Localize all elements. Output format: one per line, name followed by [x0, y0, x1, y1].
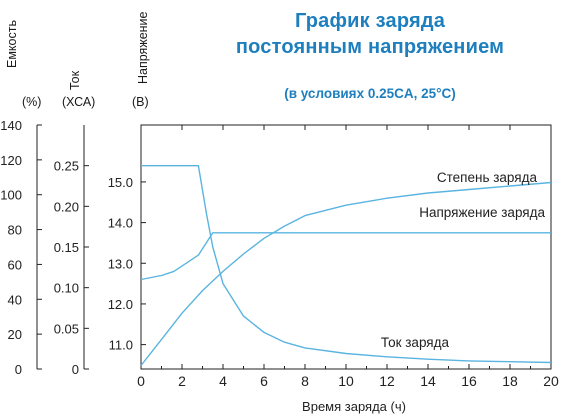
y-tick-label: 0.10	[54, 281, 79, 296]
y-tick-label: 120	[0, 153, 22, 168]
y-tick-label: 14.0	[108, 216, 133, 231]
y-tick-label: 20	[8, 327, 22, 342]
chart-subtitle: (в условиях 0.25CA, 25°C)	[284, 86, 456, 101]
x-tick-label: 6	[260, 373, 268, 389]
x-tick-label: 16	[461, 373, 477, 389]
y-tick-label: 13.0	[108, 256, 133, 271]
x-tick-label: 20	[543, 373, 559, 389]
y-tick-label: 140	[0, 118, 22, 133]
x-tick-label: 0	[137, 373, 145, 389]
y-tick-label: 0.05	[54, 321, 79, 336]
chart-title-line-1: График заряда	[294, 10, 446, 32]
chart-title-line-2: постоянным напряжением	[235, 36, 505, 58]
y-tick-label: 100	[0, 188, 22, 203]
series-line	[140, 181, 552, 366]
y-tick-label: 0	[72, 362, 79, 377]
plot-frame	[140, 124, 552, 370]
x-tick-label: 12	[379, 373, 395, 389]
capacity-axis-unit: (%)	[22, 95, 42, 109]
x-tick-label: 8	[301, 373, 309, 389]
series-line	[140, 232, 551, 281]
x-tick-label: 2	[178, 373, 186, 389]
series-line	[141, 164, 552, 364]
x-tick-label: 10	[338, 373, 354, 389]
y-tick-label: 12.0	[108, 297, 133, 312]
current-axis-unit: (ХСА)	[62, 95, 96, 109]
x-tick-label: 4	[219, 373, 227, 389]
y-tick-label: 0.25	[54, 159, 79, 174]
y-tick-label: 0.15	[54, 240, 79, 255]
x-axis-label: Время заряда (ч)	[302, 399, 406, 414]
y-tick-label: 0	[15, 362, 22, 377]
y-tick-label: 15.0	[108, 175, 133, 190]
y-tick-label: 0.20	[54, 199, 79, 214]
voltage-axis-unit: (В)	[132, 95, 149, 109]
series-label: Степень заряда	[437, 170, 538, 185]
series-label: Напряжение заряда	[419, 205, 545, 220]
x-tick-label: 18	[502, 373, 518, 389]
y-tick-label: 40	[8, 292, 22, 307]
x-tick-label: 14	[420, 373, 436, 389]
y-tick-label: 80	[8, 223, 22, 238]
y-tick-label: 11.0	[109, 338, 133, 353]
y-tick-label: 60	[8, 257, 22, 272]
series-label: Ток заряда	[381, 335, 450, 350]
